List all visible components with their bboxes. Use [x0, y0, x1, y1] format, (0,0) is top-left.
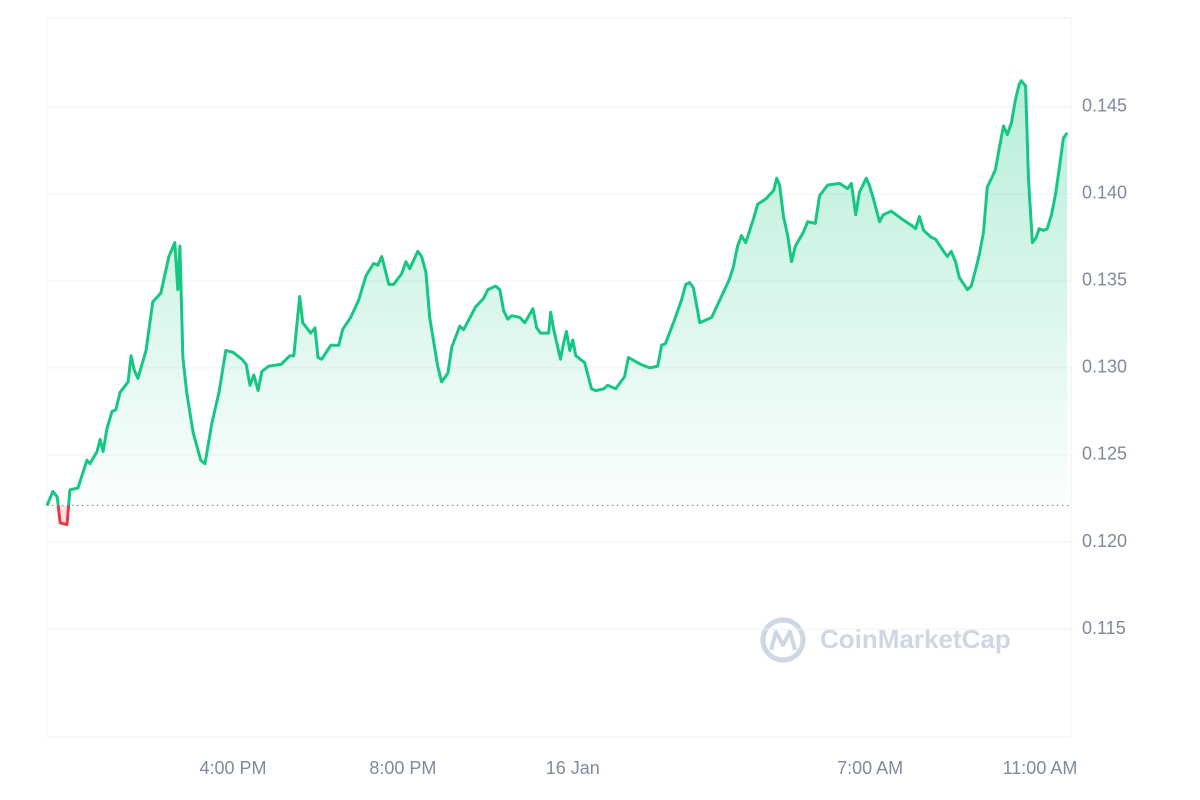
- y-tick-label: 0.140: [1082, 183, 1127, 203]
- watermark-logo-mark: [769, 630, 797, 651]
- y-tick-label: 0.145: [1082, 96, 1127, 116]
- watermark-logo: [760, 617, 806, 663]
- watermark-text: CoinMarketCap: [820, 624, 1011, 654]
- y-tick-label: 0.130: [1082, 357, 1127, 377]
- x-tick-label: 8:00 PM: [369, 758, 436, 778]
- x-tick-label: 11:00 AM: [1003, 758, 1078, 778]
- y-tick-label: 0.125: [1082, 444, 1127, 464]
- x-tick-label: 7:00 AM: [837, 758, 903, 778]
- x-tick-label: 16 Jan: [546, 758, 600, 778]
- y-tick-label: 0.115: [1082, 618, 1126, 638]
- price-line: [45, 79, 1069, 527]
- y-tick-label: 0.135: [1082, 270, 1127, 290]
- watermark: CoinMarketCap: [760, 617, 1011, 663]
- x-tick-label: 4:00 PM: [200, 758, 267, 778]
- price-area: [47, 80, 1068, 525]
- y-tick-label: 0.120: [1082, 531, 1127, 551]
